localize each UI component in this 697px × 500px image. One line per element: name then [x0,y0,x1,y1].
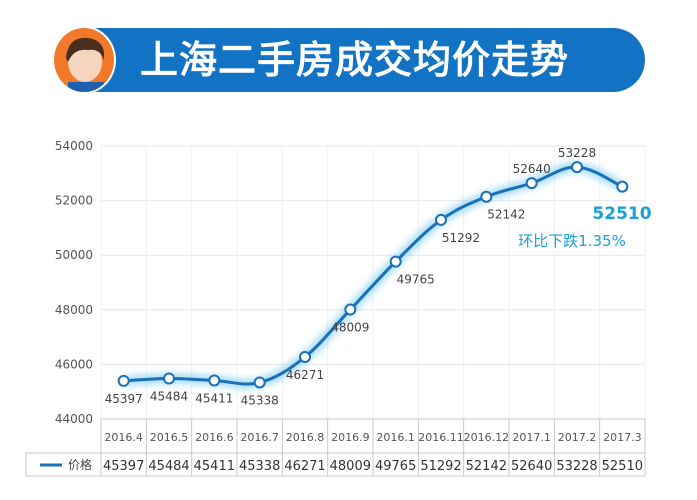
data-point [163,372,175,385]
data-label: 45484 [150,389,188,403]
data-label: 45411 [195,391,233,405]
y-tick-label: 50000 [55,248,93,262]
x-tick-label: 2017.1 [512,431,551,444]
data-label: 48009 [331,321,369,335]
x-tick-label: 2016.5 [150,431,189,444]
legend-label: 价格 [68,457,92,472]
data-point [435,213,447,226]
avatar [52,26,116,94]
x-tick-label: 2016.8 [286,431,325,444]
x-tick-label: 2016.9 [331,431,370,444]
data-point [525,177,538,190]
y-tick-label: 48000 [55,303,93,317]
data-point [253,376,266,389]
page-title: 上海二手房成交均价走势 [140,38,570,82]
data-point [616,180,629,193]
table-value: 45338 [239,459,280,474]
table-value: 45397 [103,459,144,474]
x-tick-label: 2016.4 [104,431,143,444]
table-value: 48009 [330,459,371,474]
table-value: 51292 [420,459,461,474]
data-label: 45397 [105,392,143,406]
x-tick-label: 2016.6 [195,431,234,444]
y-tick-label: 52000 [55,194,93,208]
data-point [480,190,493,203]
data-point [117,374,130,387]
y-tick-label: 44000 [55,412,93,426]
x-tick-label: 2017.2 [558,431,597,444]
x-tick-label: 2016.12 [464,431,510,444]
table-value: 53228 [556,459,597,474]
table-value: 52640 [511,459,552,474]
data-label: 49765 [397,273,435,287]
table-value: 52142 [466,459,507,474]
data-label: 52142 [487,208,525,222]
data-point [389,255,402,268]
data-point [299,351,311,364]
data-point [571,161,583,174]
data-label: 46271 [286,368,324,382]
data-label: 53228 [558,146,596,160]
data-point [344,303,357,316]
data-point [208,374,221,387]
y-tick-label: 46000 [55,357,93,371]
table-value: 52510 [602,459,643,474]
x-tick-label: 2017.3 [603,431,642,444]
data-label: 45338 [241,393,279,407]
table-value: 45411 [194,459,235,474]
x-tick-label: 2016.7 [240,431,279,444]
x-tick-label: 2016.11 [418,431,464,444]
avatar-icon [66,37,105,92]
table-value: 46271 [284,459,325,474]
legend-cell [25,452,102,477]
data-label: 51292 [442,231,480,245]
x-tick-label: 2016.1 [376,431,415,444]
data-label: 52640 [513,162,551,176]
annotation-change: 环比下跌1.35% [518,232,626,250]
title-banner [52,28,645,92]
annotation-value: 52510 [592,204,651,224]
y-tick-label: 54000 [55,139,93,153]
table-value: 49765 [375,459,416,474]
table-value: 45484 [148,459,189,474]
